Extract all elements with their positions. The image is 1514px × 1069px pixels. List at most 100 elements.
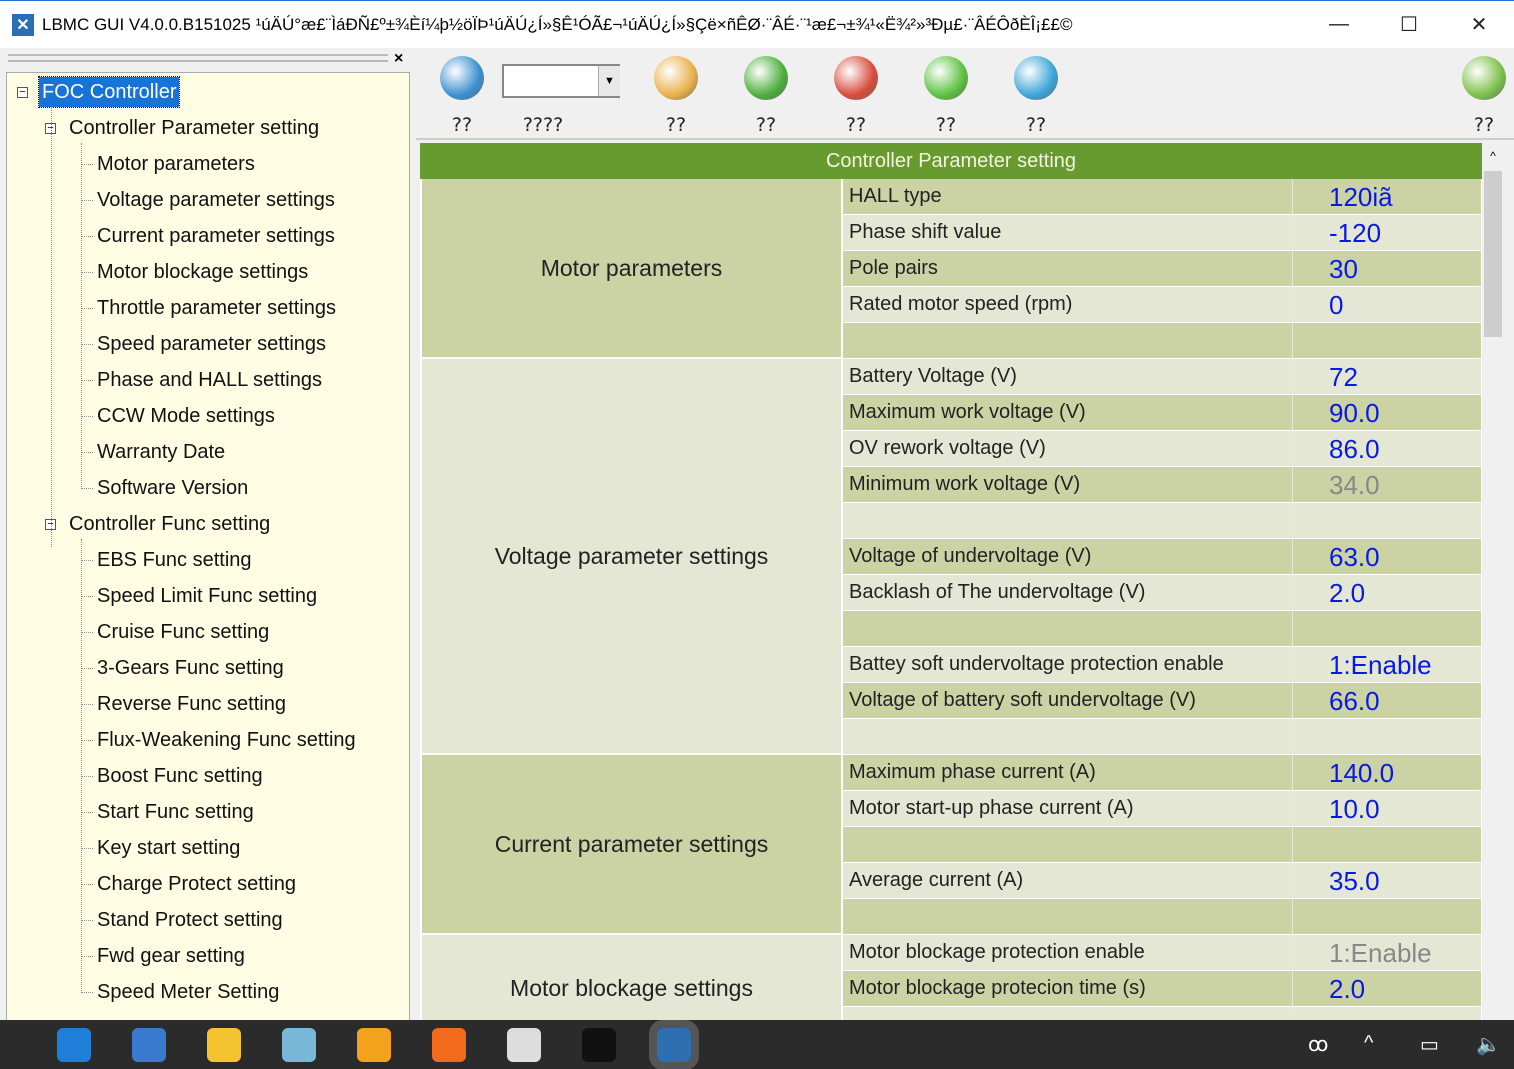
toolbar-button[interactable]: ??	[916, 56, 976, 136]
param-value[interactable]: 90.0	[1292, 395, 1481, 430]
tree-item[interactable]: Speed Limit Func setting	[97, 585, 318, 607]
volume-icon[interactable]: 🔈	[1476, 1034, 1501, 1056]
tree-connector	[81, 539, 82, 993]
toolbar-button-label: ??	[665, 114, 687, 136]
tree-item[interactable]: Reverse Func setting	[97, 693, 286, 715]
param-value[interactable]: 1:Enable	[1292, 647, 1481, 682]
param-label: Pole pairs	[849, 257, 938, 279]
param-label: Motor blockage protecion time (s)	[849, 977, 1146, 999]
param-value[interactable]: -120	[1292, 215, 1481, 250]
chevron-up-icon[interactable]: ^	[1364, 1032, 1374, 1054]
param-value[interactable]: 140.0	[1292, 755, 1481, 790]
tree-item[interactable]: Software Version	[97, 477, 249, 499]
tree-item[interactable]: Charge Protect setting	[97, 873, 296, 895]
tree-item[interactable]: Start Func setting	[97, 801, 254, 823]
tree-item[interactable]: Voltage parameter settings	[97, 189, 335, 211]
title-bar: ✕ LBMC GUI V4.0.0.B151025 ¹úÄÚ°æ£¨ÌáÐÑ£º…	[0, 0, 1514, 48]
port-select[interactable]: ▼	[502, 64, 620, 98]
param-value[interactable]: 0	[1292, 287, 1481, 322]
tree-connector	[81, 560, 93, 561]
tree-item[interactable]: Warranty Date	[97, 441, 226, 463]
tool-icon[interactable]	[357, 1028, 391, 1062]
toolbar-button[interactable]: ??	[432, 56, 492, 136]
battery-icon[interactable]: ▭	[1420, 1034, 1439, 1056]
table-row	[843, 719, 1481, 755]
tree-connector	[51, 107, 52, 547]
table-row: Motor blockage protection enable 1:Enable	[843, 935, 1481, 971]
tree-item[interactable]: Current parameter settings	[97, 225, 335, 247]
tree-item[interactable]: Speed parameter settings	[97, 333, 327, 355]
minimize-button[interactable]: —	[1329, 12, 1349, 35]
notepad-icon[interactable]	[282, 1028, 316, 1062]
param-value[interactable]: 34.0	[1292, 467, 1481, 502]
firefox-icon[interactable]	[432, 1028, 466, 1062]
tree-item[interactable]: Speed Meter Setting	[97, 981, 280, 1003]
toolbar-button[interactable]: ????	[508, 56, 578, 136]
param-value[interactable]: 72	[1292, 359, 1481, 394]
calculator-icon[interactable]	[507, 1028, 541, 1062]
tree-item[interactable]: Motor parameters	[97, 153, 255, 175]
toolbar-button[interactable]: ??	[1454, 56, 1514, 136]
thunderbird-icon[interactable]	[132, 1028, 166, 1062]
tree-item[interactable]: Boost Func setting	[97, 765, 263, 787]
collapse-icon[interactable]: −	[45, 519, 56, 530]
param-value[interactable]: 35.0	[1292, 863, 1481, 898]
tree-connector	[81, 236, 93, 237]
table-row	[843, 827, 1481, 863]
param-label: Average current (A)	[849, 869, 1024, 891]
param-value[interactable]: 10.0	[1292, 791, 1481, 826]
cmd-icon[interactable]	[582, 1028, 616, 1062]
param-value[interactable]: 2.0	[1292, 575, 1481, 610]
lbmc-icon[interactable]	[649, 1020, 699, 1069]
param-value[interactable]: 2.0	[1292, 971, 1481, 1006]
tree-connector	[81, 704, 93, 705]
param-value[interactable]: 63.0	[1292, 539, 1481, 574]
tree-item[interactable]: CCW Mode settings	[97, 405, 275, 427]
tree-connector	[81, 416, 93, 417]
maximize-button[interactable]: ☐	[1400, 13, 1418, 36]
param-value[interactable]: 30	[1292, 251, 1481, 286]
param-value[interactable]: 1:Enable	[1292, 935, 1481, 970]
vertical-scrollbar[interactable]: ^	[1482, 143, 1504, 1020]
table-row: Phase shift value -120	[843, 215, 1481, 251]
collapse-icon[interactable]: −	[17, 87, 28, 98]
toolbar-button[interactable]: ??	[646, 56, 706, 136]
param-value	[1292, 827, 1481, 862]
param-value	[1292, 323, 1481, 358]
scroll-thumb[interactable]	[1484, 171, 1502, 337]
close-button[interactable]: ✕	[1470, 13, 1488, 36]
edge-icon[interactable]	[57, 1028, 91, 1062]
sidebar-close-button[interactable]: ×	[394, 50, 404, 67]
tree-group[interactable]: Controller Func setting	[69, 513, 271, 535]
tree-group[interactable]: Controller Parameter setting	[69, 117, 320, 139]
toolbar-button[interactable]: ??	[826, 56, 886, 136]
tree-item[interactable]: Stand Protect setting	[97, 909, 283, 931]
param-value[interactable]: 120iã	[1292, 179, 1481, 214]
tree-item[interactable]: Throttle parameter settings	[97, 297, 336, 319]
tree-root[interactable]: FOC Controller	[37, 76, 181, 108]
scroll-up-icon[interactable]: ^	[1490, 149, 1496, 163]
tree-item[interactable]: 3-Gears Func setting	[97, 657, 284, 679]
tree-item[interactable]: Phase and HALL settings	[97, 369, 322, 391]
param-value[interactable]: 66.0	[1292, 683, 1481, 718]
collapse-icon[interactable]: −	[45, 123, 56, 134]
chevron-down-icon[interactable]: ▼	[598, 66, 620, 96]
tree-item[interactable]: EBS Func setting	[97, 549, 252, 571]
param-label: HALL type	[849, 185, 942, 207]
tree-item[interactable]: Cruise Func setting	[97, 621, 270, 643]
section-label: Current parameter settings	[422, 755, 841, 935]
toolbar-button[interactable]: ??	[1006, 56, 1066, 136]
tree-connector	[81, 956, 93, 957]
window-title: LBMC GUI V4.0.0.B151025 ¹úÄÚ°æ£¨ÌáÐÑ£º±¾…	[42, 14, 1073, 34]
tree-item[interactable]: Motor blockage settings	[97, 261, 309, 283]
tree-item[interactable]: Fwd gear setting	[97, 945, 245, 967]
people-icon[interactable]: ꝏ	[1308, 1034, 1329, 1056]
param-value[interactable]: 86.0	[1292, 431, 1481, 466]
file-explorer-icon[interactable]	[207, 1028, 241, 1062]
section-label: Motor parameters	[422, 179, 841, 359]
tree-item[interactable]: Key start setting	[97, 837, 241, 859]
navigation-tree: FOC Controller − − Controller Parameter set…	[6, 72, 410, 1022]
sidebar-gripper[interactable]	[8, 54, 388, 62]
tree-item[interactable]: Flux-Weakening Func setting	[97, 729, 356, 751]
toolbar-button[interactable]: ??	[736, 56, 796, 136]
